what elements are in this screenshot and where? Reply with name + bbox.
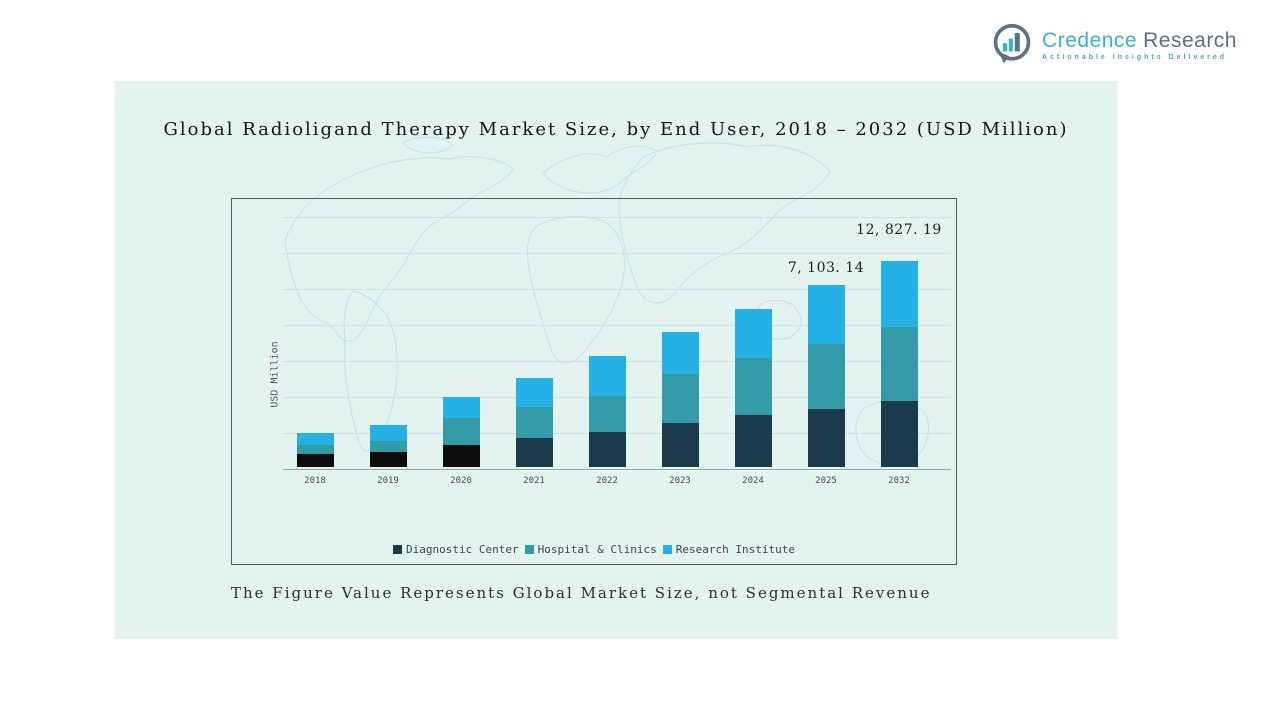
legend-item-hospital-clinics: Hospital & Clinics: [524, 543, 657, 556]
brand-name-secondary: Research: [1143, 28, 1237, 52]
legend-label-research-institute: Research Institute: [675, 543, 796, 556]
plot-area: 2018 2019 2020 2021 2022 2023 2024 2025 2032 7, 1…: [232, 199, 956, 564]
x-tick-label-2021: 2021: [523, 476, 545, 486]
bar-2018-research-institute-segment: [296, 433, 334, 445]
bar-2024-research-institute-segment: [734, 309, 772, 358]
bar-2019-hospital-clinics-segment: [369, 441, 407, 452]
bar-2020-hospital-clinics-segment: [442, 418, 480, 445]
x-tick-label-2018: 2018: [304, 476, 326, 486]
gridline: [283, 217, 951, 218]
bar-2023-research-institute-segment: [661, 332, 699, 374]
gridline: [283, 325, 951, 326]
x-tick-label-2020: 2020: [450, 476, 472, 486]
bar-2023-hospital-clinics-segment: [661, 374, 699, 423]
bar-2024-diagnostic-center-segment: [734, 415, 772, 467]
x-tick-label-2022: 2022: [596, 476, 618, 486]
brand-logo-text: Credence Research Actionable Insights De…: [1042, 29, 1237, 61]
bar-2019-research-institute-segment: [369, 425, 407, 441]
bar-2020-diagnostic-center-segment: [442, 445, 480, 467]
bar-2019-diagnostic-center-segment: [369, 452, 407, 467]
chart-panel: Global Radioligand Therapy Market Size, …: [115, 81, 1117, 639]
chart-title: Global Radioligand Therapy Market Size, …: [163, 119, 1069, 140]
bar-2032-research-institute-segment: [880, 261, 918, 327]
data-label-2025: 7, 103. 14: [787, 260, 865, 276]
x-tick-label-2019: 2019: [377, 476, 399, 486]
brand-logo: Credence Research Actionable Insights De…: [990, 22, 1237, 68]
bar-2023-diagnostic-center-segment: [661, 423, 699, 467]
legend-swatch-hospital-clinics: [524, 545, 534, 554]
bar-2018-hospital-clinics-segment: [296, 445, 334, 454]
bar-2025-hospital-clinics-segment: [807, 344, 845, 409]
gridline: [283, 289, 951, 290]
bar-2021-diagnostic-center-segment: [515, 438, 553, 467]
chart-box: USD Million 2018 2019 2020 2021 2022 2023 2024…: [231, 198, 957, 565]
bar-2032-diagnostic-center-segment: [880, 401, 918, 467]
legend-swatch-diagnostic-center: [392, 545, 402, 554]
brand-name: Credence Research: [1042, 29, 1237, 52]
bar-2020-research-institute-segment: [442, 397, 480, 418]
bar-chart-bubble-icon: [990, 22, 1034, 68]
x-tick-label-2032: 2032: [888, 476, 910, 486]
bar-2021-hospital-clinics-segment: [515, 407, 553, 438]
legend-label-hospital-clinics: Hospital & Clinics: [537, 543, 657, 556]
data-label-2032: 12, 827. 19: [856, 222, 942, 238]
x-tick-label-2025: 2025: [815, 476, 837, 486]
bar-2022-research-institute-segment: [588, 356, 626, 396]
x-tick-label-2024: 2024: [742, 476, 764, 486]
bar-2024-hospital-clinics-segment: [734, 358, 772, 415]
legend-item-research-institute: Research Institute: [662, 543, 796, 556]
x-tick-label-2023: 2023: [669, 476, 691, 486]
bar-2025-research-institute-segment: [807, 285, 845, 344]
x-axis-line: [283, 469, 951, 470]
bar-2032-hospital-clinics-segment: [880, 327, 918, 401]
bar-2022-diagnostic-center-segment: [588, 432, 626, 467]
gridline: [283, 253, 951, 254]
bar-2021-research-institute-segment: [515, 378, 553, 407]
bar-2025-diagnostic-center-segment: [807, 409, 845, 467]
bar-2018-diagnostic-center-segment: [296, 454, 334, 467]
legend-swatch-research-institute: [662, 545, 672, 554]
brand-tagline: Actionable Insights Delivered: [1042, 54, 1228, 62]
legend-item-diagnostic-center: Diagnostic Center: [392, 543, 519, 556]
chart-legend: Diagnostic Center Hospital & Clinics Resea…: [232, 543, 956, 556]
bar-2022-hospital-clinics-segment: [588, 396, 626, 432]
footnote: The Figure Value Represents Global Marke…: [231, 584, 932, 602]
brand-name-primary: Credence: [1042, 28, 1138, 52]
legend-label-diagnostic-center: Diagnostic Center: [405, 543, 519, 556]
